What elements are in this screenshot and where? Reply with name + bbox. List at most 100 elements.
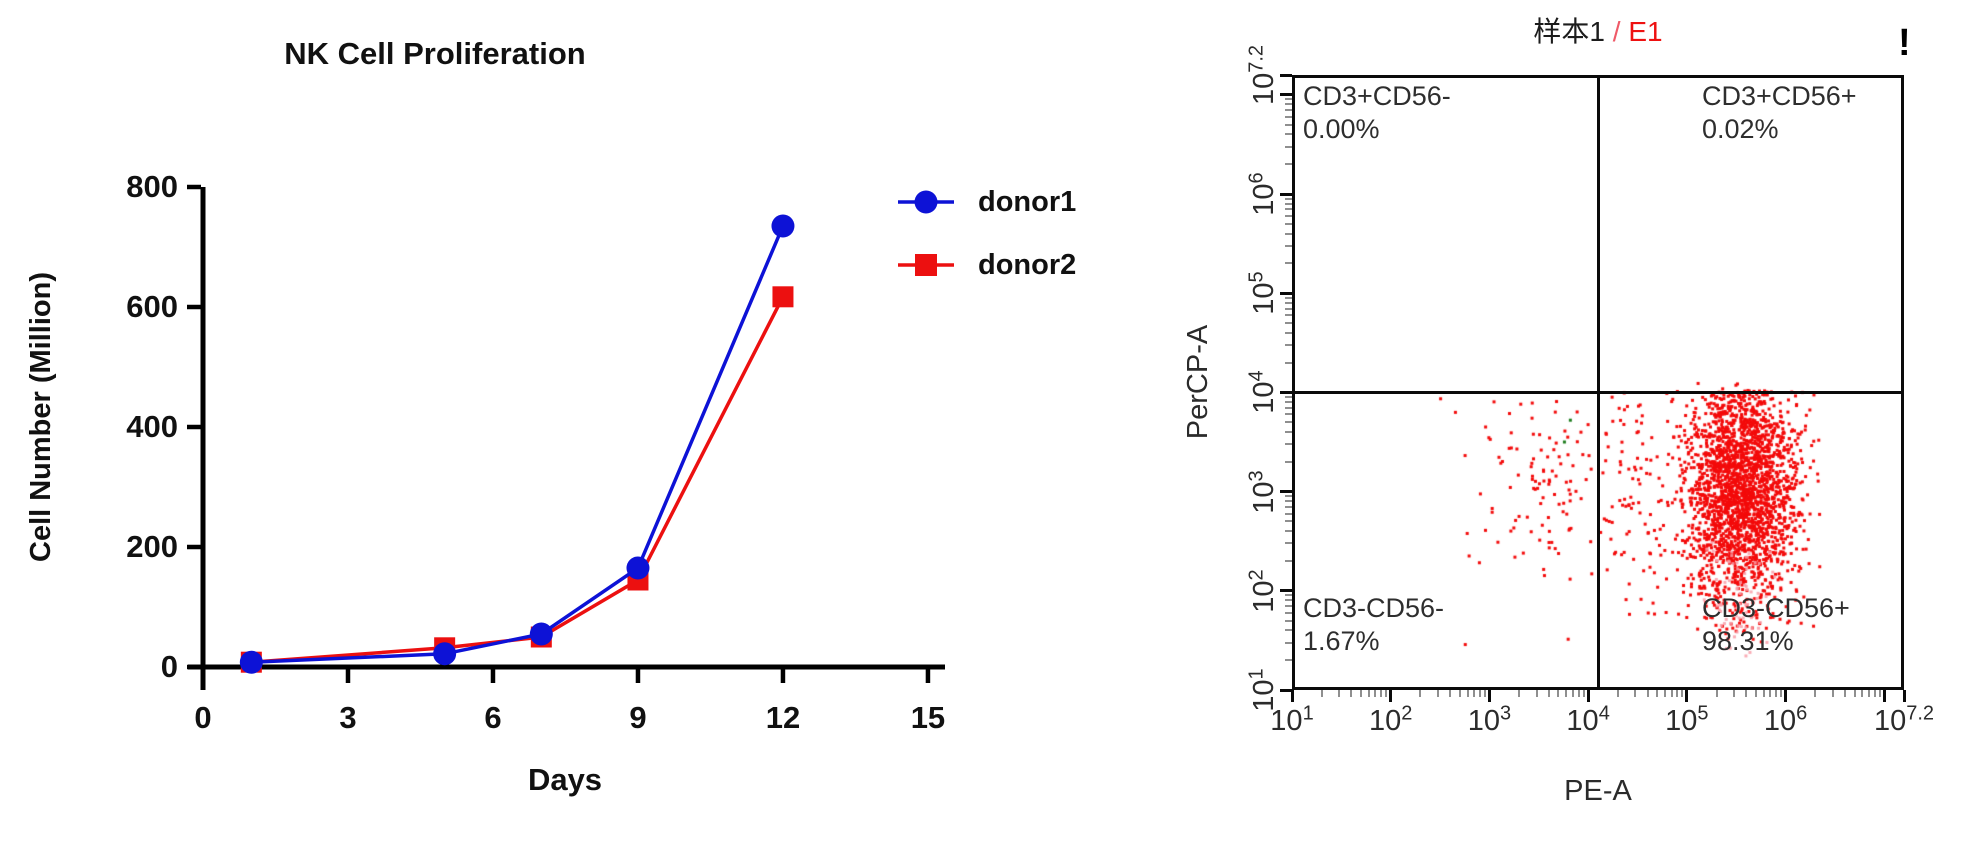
x-minor-tick	[1374, 690, 1377, 697]
y-tick-label: 200	[126, 529, 178, 564]
y-minor-tick	[1285, 133, 1292, 136]
flow-title-gate-name: E1	[1628, 16, 1663, 47]
x-tick-label: 0	[194, 700, 212, 735]
x-major-tick	[1389, 690, 1393, 702]
data-point-donor1[interactable]	[529, 622, 553, 646]
series-line-donor1	[251, 225, 785, 664]
quadrant-gate-vertical-line[interactable]	[1597, 78, 1600, 687]
x-minor-tick	[1814, 690, 1817, 697]
y-minor-tick	[1285, 344, 1292, 347]
y-major-tick	[1280, 490, 1292, 494]
x-major-tick	[1586, 690, 1590, 702]
flow-y-tick-label: 101	[1245, 668, 1280, 712]
flow-y-tick-label: 102	[1245, 569, 1280, 613]
legend-item-donor1: donor1	[898, 185, 1076, 219]
y-major-tick	[1280, 390, 1292, 394]
x-minor-tick	[1571, 690, 1574, 697]
y-minor-tick	[1285, 197, 1292, 200]
flow-y-tick-label: 103	[1245, 469, 1280, 514]
quadrant-percent: 98.31%	[1702, 626, 1794, 656]
y-minor-tick	[1285, 98, 1292, 101]
y-minor-tick	[1285, 296, 1292, 299]
quadrant-name: CD3-CD56-	[1303, 593, 1445, 623]
y-minor-tick	[1285, 430, 1292, 433]
x-minor-tick	[1670, 690, 1673, 697]
y-minor-tick	[1285, 202, 1292, 205]
x-minor-tick	[1577, 690, 1580, 697]
data-point-donor1[interactable]	[626, 556, 650, 580]
line-chart-plot-area	[187, 184, 945, 690]
y-minor-tick	[1285, 505, 1292, 508]
y-minor-tick	[1285, 599, 1292, 602]
y-minor-tick	[1285, 314, 1292, 317]
x-minor-tick	[1473, 690, 1476, 697]
y-major-tick	[1280, 291, 1292, 295]
y-minor-tick	[1285, 301, 1292, 304]
quadrant-label-bottom-left: CD3-CD56- 1.67%	[1303, 592, 1444, 658]
y-minor-tick	[1285, 659, 1292, 662]
data-point-donor1[interactable]	[771, 214, 795, 238]
flow-x-tick-label: 107.2	[1873, 702, 1935, 737]
data-point-donor1[interactable]	[433, 642, 457, 666]
donor1-legend-marker-icon	[898, 190, 954, 214]
flow-y-tick-label: 104	[1245, 370, 1280, 415]
x-minor-tick	[1873, 690, 1876, 697]
x-minor-tick	[1769, 690, 1772, 697]
x-minor-tick	[1780, 690, 1783, 697]
data-point-donor2[interactable]	[772, 286, 794, 308]
x-minor-tick	[1861, 690, 1864, 697]
x-minor-tick	[1681, 690, 1684, 697]
quadrant-gate-horizontal-line[interactable]	[1295, 391, 1901, 395]
left-chart-title: NK Cell Proliferation	[284, 36, 586, 71]
left-chart-x-axis-label: Days	[527, 762, 603, 797]
y-minor-tick	[1285, 123, 1292, 126]
quadrant-name: CD3-CD56+	[1702, 593, 1850, 623]
x-major-tick	[1685, 690, 1689, 702]
x-major-tick	[1882, 690, 1886, 702]
series-line-donor2	[251, 296, 785, 664]
x-major-tick	[1902, 690, 1906, 702]
y-tick-label: 400	[126, 409, 178, 444]
y-minor-tick	[1285, 215, 1292, 218]
x-minor-tick	[1616, 690, 1619, 697]
quadrant-percent: 1.67%	[1303, 626, 1380, 656]
y-minor-tick	[1285, 559, 1292, 562]
x-minor-tick	[1385, 690, 1388, 697]
x-minor-tick	[1582, 690, 1585, 697]
y-minor-tick	[1285, 413, 1292, 416]
y-minor-tick	[1285, 145, 1292, 148]
flow-y-tick-label: 106	[1245, 172, 1280, 216]
flow-plot-title: 样本1 / E1	[1398, 10, 1798, 50]
flow-plot-area: CD3+CD56- 0.00% CD3+CD56+ 0.02% CD3-CD56…	[1292, 75, 1904, 690]
x-minor-tick	[1732, 690, 1735, 697]
x-major-tick	[1290, 690, 1294, 702]
y-minor-tick	[1285, 512, 1292, 515]
y-minor-tick	[1285, 605, 1292, 608]
y-minor-tick	[1285, 163, 1292, 166]
x-minor-tick	[1350, 690, 1353, 697]
x-minor-tick	[1656, 690, 1659, 697]
legend-item-donor2: donor2	[898, 248, 1076, 282]
y-minor-tick	[1285, 460, 1292, 463]
x-minor-tick	[1380, 690, 1383, 697]
x-minor-tick	[1762, 690, 1765, 697]
x-minor-tick	[1338, 690, 1341, 697]
data-point-donor1[interactable]	[239, 650, 263, 674]
x-minor-tick	[1715, 690, 1718, 697]
flow-title-sample-name: 样本1	[1533, 16, 1605, 47]
x-tick-label: 12	[765, 700, 801, 735]
quadrant-label-top-left: CD3+CD56- 0.00%	[1303, 80, 1451, 146]
y-minor-tick	[1285, 530, 1292, 533]
y-minor-tick	[1285, 520, 1292, 523]
y-minor-tick	[1285, 500, 1292, 503]
y-minor-tick	[1285, 443, 1292, 446]
x-minor-tick	[1483, 690, 1486, 697]
y-minor-tick	[1285, 331, 1292, 334]
y-minor-tick	[1285, 395, 1292, 398]
x-tick-label: 3	[339, 700, 357, 735]
quadrant-name: CD3+CD56+	[1702, 81, 1857, 111]
x-minor-tick	[1449, 690, 1452, 697]
quadrant-percent: 0.00%	[1303, 114, 1380, 144]
x-tick-label: 6	[484, 700, 502, 735]
y-minor-tick	[1285, 208, 1292, 211]
